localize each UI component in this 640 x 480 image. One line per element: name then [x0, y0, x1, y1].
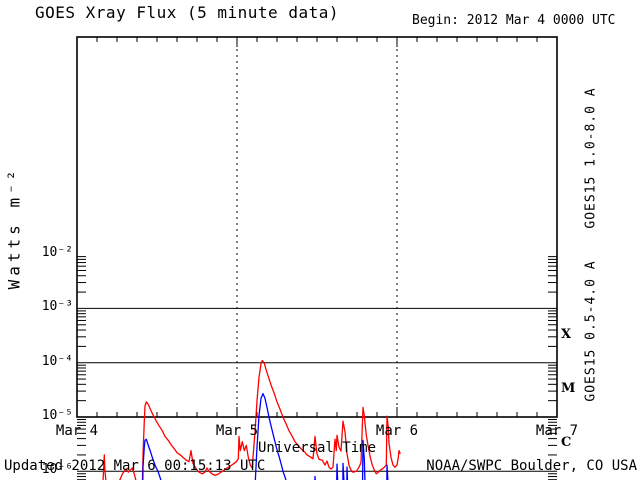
- x-axis-title: Universal Time: [257, 440, 377, 456]
- x-tick-label: Mar 7: [535, 423, 579, 439]
- x-tick-label: Mar 4: [55, 423, 99, 439]
- noaa-credit: NOAA/SWPC Boulder, CO USA: [426, 458, 637, 474]
- y-tick-label: 10⁻⁵: [41, 408, 73, 423]
- flux-class-letter: X: [561, 326, 572, 342]
- y-tick-label: 10⁻⁶: [41, 462, 73, 478]
- y-tick-label: 10⁻⁴: [41, 353, 73, 369]
- flux-curve-long-channel: [102, 359, 401, 480]
- flux-class-letter: M: [561, 380, 576, 396]
- y-tick-label: 10⁻³: [41, 299, 73, 315]
- updated-timestamp: Updated 2012 Mar 6 00:15:13 UTC: [4, 458, 266, 474]
- x-tick-label: Mar 5: [215, 423, 259, 439]
- chart-title: GOES Xray Flux (5 minute data): [35, 3, 339, 22]
- y-axis-title: Watts m⁻²: [4, 166, 24, 290]
- goes15-long-channel-label: GOES15 1.0-8.0 A: [583, 87, 599, 229]
- y-tick-label: 10⁻²: [41, 245, 73, 261]
- x-tick-label: Mar 6: [375, 423, 419, 439]
- goes15-short-channel-label: GOES15 0.5-4.0 A: [583, 260, 599, 402]
- begin-timestamp: Begin: 2012 Mar 4 0000 UTC: [412, 13, 616, 28]
- flux-class-letter: C: [561, 435, 572, 451]
- plot-frame: [76, 36, 558, 418]
